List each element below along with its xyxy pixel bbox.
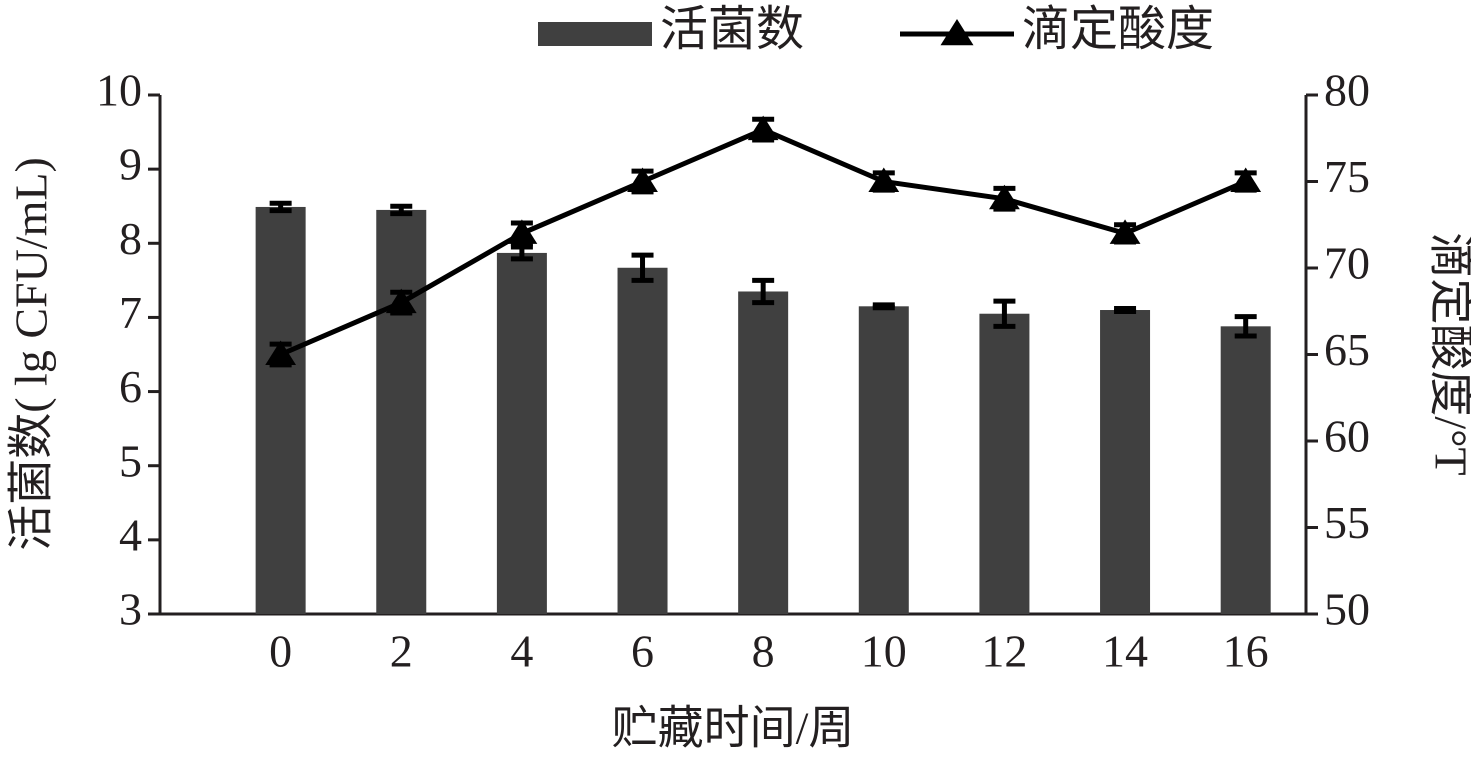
y-tick-label: 3 xyxy=(119,584,142,635)
y-tick-label: 6 xyxy=(119,361,142,412)
bar xyxy=(376,209,427,614)
y2-tick-label: 70 xyxy=(1324,238,1370,289)
y-tick-label: 7 xyxy=(119,287,142,338)
marker xyxy=(747,115,779,141)
legend-swatch xyxy=(538,22,652,46)
y2-tick-label: 50 xyxy=(1324,584,1370,635)
bar xyxy=(858,306,909,614)
error-bar xyxy=(993,298,1016,329)
bar xyxy=(738,291,789,614)
bar xyxy=(979,313,1030,614)
x-tick-label: 0 xyxy=(269,626,292,677)
x-tick-label: 12 xyxy=(981,626,1027,677)
bar xyxy=(1220,326,1271,614)
x-tick-label: 2 xyxy=(390,626,413,677)
marker xyxy=(385,288,417,314)
error-bar xyxy=(1234,314,1257,339)
error-bar xyxy=(510,244,533,262)
error-bar xyxy=(752,277,775,306)
y-tick-label: 5 xyxy=(119,435,142,486)
marker xyxy=(1230,167,1262,192)
y-tick-label: 9 xyxy=(119,139,142,190)
x-tick-label: 8 xyxy=(752,626,775,677)
y-tick-label: 4 xyxy=(119,509,142,560)
bar xyxy=(617,267,668,614)
error-bar xyxy=(631,252,654,283)
marker xyxy=(1109,219,1141,244)
y2-tick-label: 65 xyxy=(1324,324,1370,375)
y2-axis-label: 滴定酸度/°T xyxy=(1425,232,1471,475)
y2-tick-label: 60 xyxy=(1324,411,1370,462)
y-tick-label: 8 xyxy=(119,213,142,264)
y2-tick-label: 75 xyxy=(1324,151,1370,202)
y-axis-label: 活菌数( lg CFU/mL) xyxy=(6,157,57,551)
marker xyxy=(868,167,900,192)
x-tick-label: 14 xyxy=(1102,626,1148,677)
error-bar xyxy=(269,200,292,214)
error-bar xyxy=(390,203,413,217)
x-axis-label: 贮藏时间/周 xyxy=(612,703,855,754)
y2-tick-label: 55 xyxy=(1324,497,1370,548)
marker xyxy=(989,184,1020,210)
marker xyxy=(506,219,538,244)
x-tick-label: 10 xyxy=(861,626,907,677)
legend-label: 活菌数 xyxy=(660,3,804,56)
error-bar xyxy=(872,302,895,311)
y-tick-label: 10 xyxy=(96,65,142,116)
bar xyxy=(255,206,306,614)
bar xyxy=(1100,310,1151,614)
x-tick-label: 6 xyxy=(631,626,654,677)
bar xyxy=(496,252,547,614)
legend-marker xyxy=(940,19,974,46)
x-tick-label: 4 xyxy=(510,626,533,677)
marker xyxy=(627,167,658,192)
marker xyxy=(265,340,297,365)
error-bar xyxy=(1114,306,1137,314)
y2-tick-label: 80 xyxy=(1324,65,1370,116)
x-tick-label: 16 xyxy=(1223,626,1269,677)
legend-label: 滴定酸度 xyxy=(1022,3,1214,56)
